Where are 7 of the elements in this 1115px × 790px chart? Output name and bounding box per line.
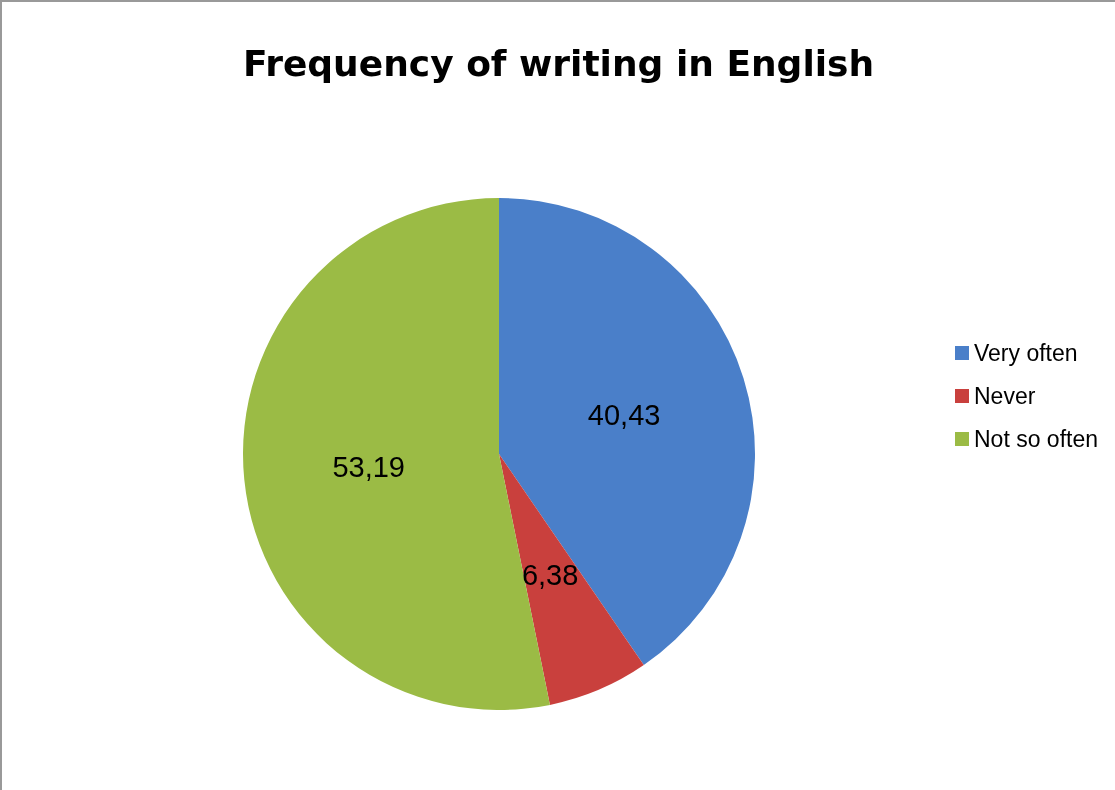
legend-label: Never — [973, 383, 1036, 409]
data-label: 6,38 — [521, 558, 579, 591]
legend-label: Not so often — [973, 426, 1099, 452]
data-label: 40,43 — [587, 399, 661, 432]
data-label: 53,19 — [332, 451, 405, 484]
chart-title: Frequency of writing in English — [242, 42, 875, 84]
legend-label: Very often — [973, 340, 1078, 366]
